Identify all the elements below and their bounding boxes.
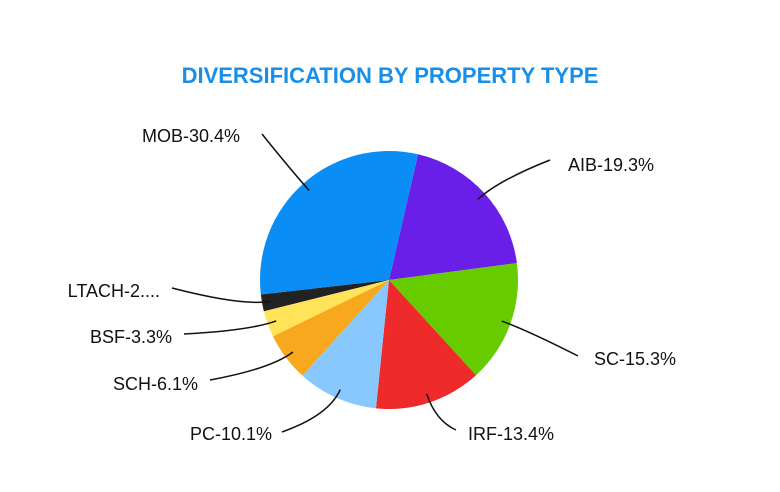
leader-line [209,351,294,381]
chart-title: DIVERSIFICATION BY PROPERTY TYPE [182,63,599,88]
leader-line [477,159,551,200]
leader-line [501,320,579,357]
slice-label: MOB-30.4% [142,126,240,146]
leader-line [281,389,341,433]
slice-label: SCH-6.1% [113,374,198,394]
pie-slice [260,151,419,295]
slice-label: LTACH-2.... [68,281,160,301]
pie-slice [389,263,518,376]
leader-line [425,393,457,431]
slice-label: IRF-13.4% [468,424,554,444]
pie-slice [272,280,389,376]
slice-label: AIB-19.3% [568,155,654,175]
slice-label: SC-15.3% [594,349,676,369]
leader-line [183,320,277,335]
slice-label: PC-10.1% [190,424,272,444]
pie-slice [263,280,389,337]
pie-slice [375,280,477,409]
leader-line [261,133,310,191]
pie-slice [260,280,389,312]
pie-slice [389,154,517,280]
slice-label: BSF-3.3% [90,327,172,347]
leader-line [171,287,272,304]
pie-slice [302,280,389,409]
